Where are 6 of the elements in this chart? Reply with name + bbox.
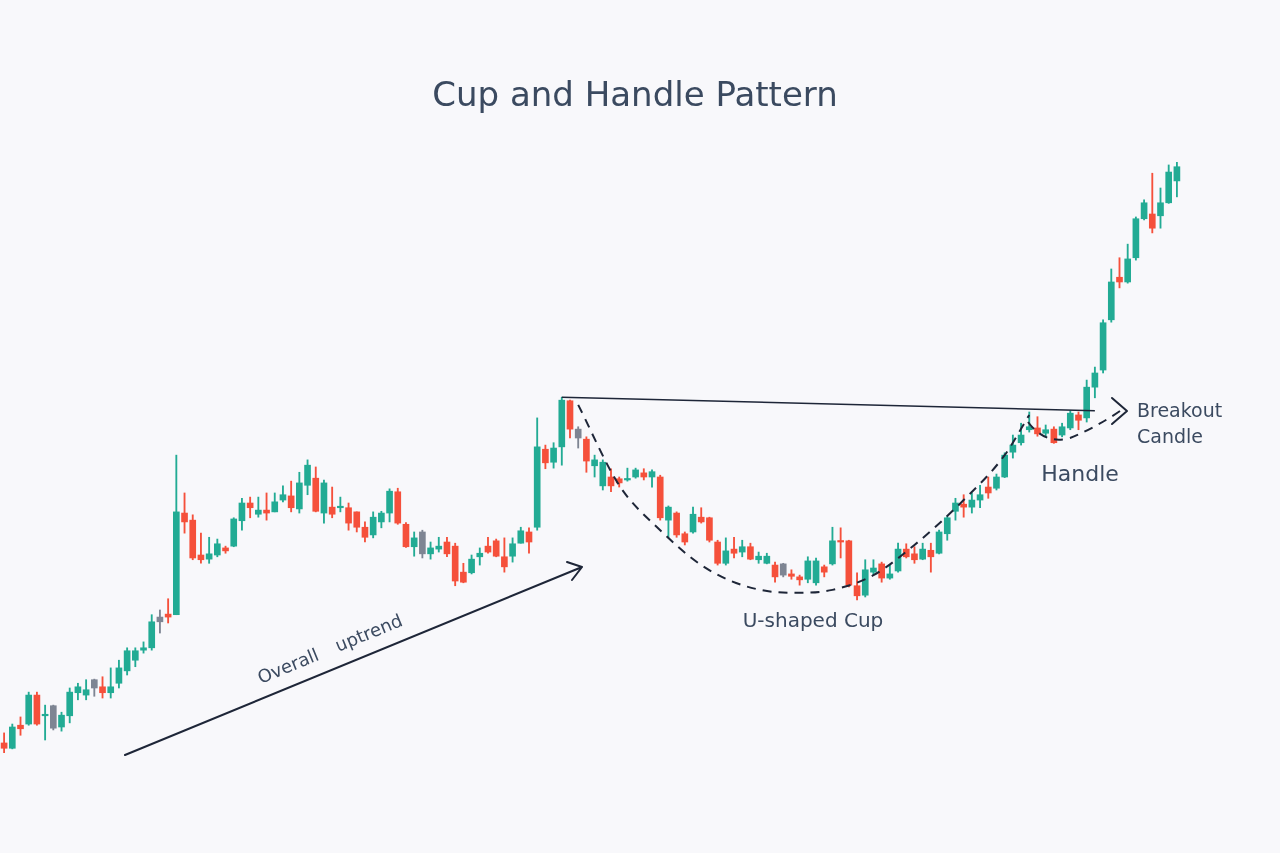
chart-title: Cup and Handle Pattern xyxy=(431,74,839,114)
candlestick xyxy=(837,527,844,559)
candlestick xyxy=(337,496,344,513)
annotation: Handle xyxy=(1040,460,1120,488)
annotation: Breakout Candle xyxy=(1137,398,1224,449)
annotation: U-shaped Cup xyxy=(741,607,885,634)
